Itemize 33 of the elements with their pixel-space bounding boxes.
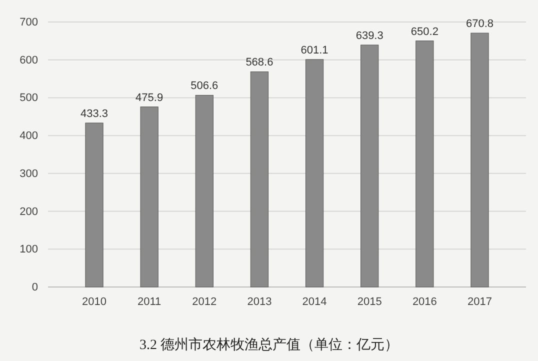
x-tick-label: 2016 xyxy=(412,296,437,308)
x-tick-label: 2017 xyxy=(468,296,492,308)
y-tick-label: 600 xyxy=(20,54,38,66)
data-label: 670.8 xyxy=(466,18,494,30)
bar xyxy=(250,71,269,288)
y-tick-label: 200 xyxy=(20,206,38,218)
data-label: 475.9 xyxy=(136,92,164,104)
y-tick-label: 0 xyxy=(32,282,38,294)
x-tick-label: 2015 xyxy=(357,296,382,308)
y-tick-label: 500 xyxy=(20,92,38,104)
data-label: 506.6 xyxy=(190,80,218,92)
x-tick-label: 2014 xyxy=(302,296,327,308)
bar xyxy=(140,106,158,288)
x-tick-label: 2012 xyxy=(192,296,217,308)
bar xyxy=(305,59,324,288)
bar xyxy=(85,122,104,288)
x-tick-label: 2010 xyxy=(82,296,106,308)
bar xyxy=(360,44,379,288)
text: 3.2 德州市农林牧渔总产值（单位：亿元） xyxy=(140,337,398,353)
y-tick-label: 300 xyxy=(20,168,38,180)
data-label: 433.3 xyxy=(80,108,108,120)
x-tick-label: 2011 xyxy=(138,296,162,308)
y-tick-label: 400 xyxy=(20,130,38,142)
data-label: 568.6 xyxy=(246,56,274,69)
bar xyxy=(416,40,434,288)
y-tick-label: 700 xyxy=(20,16,38,29)
bar xyxy=(470,32,489,288)
data-label: 639.3 xyxy=(356,30,384,42)
y-tick-label: 100 xyxy=(20,244,38,256)
data-label: 650.2 xyxy=(410,26,438,38)
bar xyxy=(195,94,214,288)
data-label: 601.1 xyxy=(300,44,328,56)
x-tick-label: 2013 xyxy=(247,296,272,308)
